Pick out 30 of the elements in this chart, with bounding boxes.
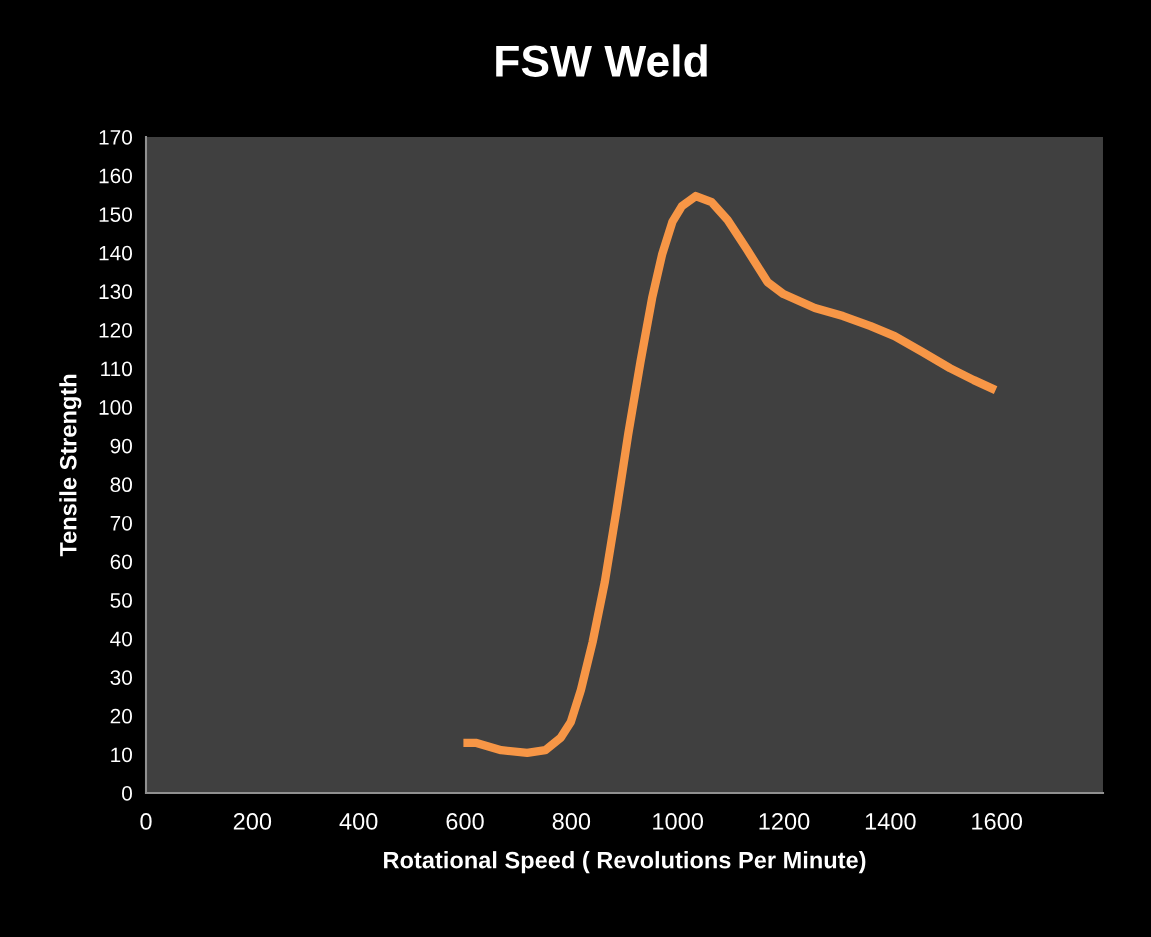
x-tick-label: 800 [552,813,591,830]
x-tick-label: 400 [339,813,378,830]
x-tick-label: 0 [140,813,152,830]
y-tick-label: 10 [111,747,132,763]
x-axis-title: Rotational Speed ( Revolutions Per Minute) [384,851,866,874]
y-tick-label: 160 [99,168,132,184]
y-tick-label: 70 [110,515,132,531]
y-tick-label: 170 [99,130,132,145]
chart-title: FSW Weld [496,44,707,77]
y-tick-label: 80 [110,477,132,493]
y-tick-label: 140 [99,245,132,261]
x-tick-label: 1600 [972,813,1023,830]
y-tick-label: 30 [110,670,132,685]
y-tick-label: 50 [110,593,132,608]
x-tick-label: 1000 [653,813,704,830]
x-tick-label: 200 [233,813,272,830]
x-tick-label: 600 [446,813,484,830]
x-tick-label: 1200 [759,813,810,830]
y-tick-label: 0 [122,786,132,801]
y-tick-label: 40 [110,631,132,647]
y-tick-label: 130 [99,284,132,300]
y-tick-label: 120 [99,322,132,338]
y-tick-label: 20 [110,708,132,724]
x-tick-label: 1400 [865,813,916,830]
y-axis-title: Tensile Strength [59,374,82,557]
y-tick-label: 150 [99,207,132,222]
y-tick-label: 110 [101,361,132,377]
y-tick-label: 60 [110,554,132,570]
y-tick-label: 100 [99,400,132,415]
y-tick-label: 90 [110,438,132,454]
